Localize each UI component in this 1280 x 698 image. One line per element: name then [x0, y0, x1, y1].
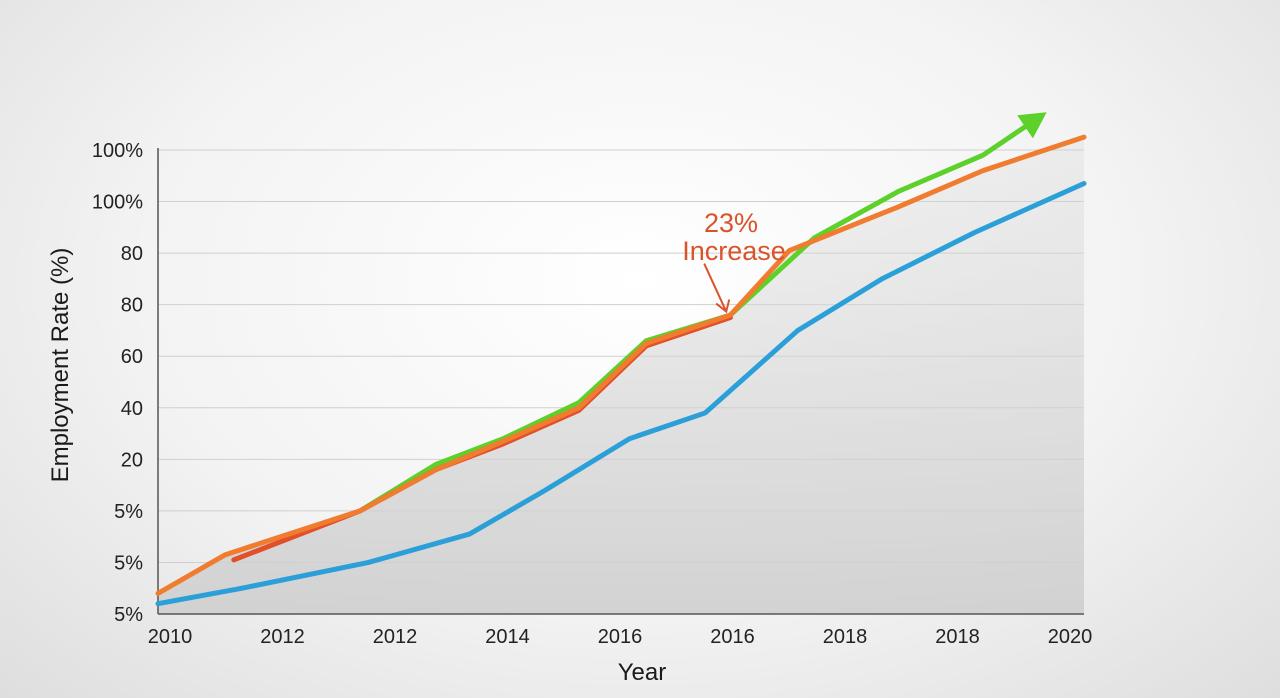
y-tick-label: 80 — [121, 295, 143, 317]
area-under-curve — [158, 115, 1084, 614]
x-tick-label: 2012 — [260, 626, 305, 648]
annotation-arrow-head-icon — [715, 299, 731, 314]
x-tick-labels: 2010 2012 2012 2014 2016 2016 2018 2018 2020 — [148, 626, 1093, 648]
series-lines — [155, 124, 1087, 607]
y-tick-label: 5% — [114, 501, 143, 523]
series-line-blue — [155, 181, 1087, 607]
x-axis-title: Year — [618, 659, 667, 686]
x-tick-label: 2018 — [935, 626, 980, 648]
annotation-arrow — [703, 263, 728, 312]
y-tick-label: 100% — [92, 192, 143, 214]
annotation-percent: 23% — [704, 208, 758, 238]
x-tick-label: 2014 — [485, 626, 530, 648]
y-tick-label: 20 — [121, 449, 143, 471]
x-tick-label: 2016 — [710, 626, 755, 648]
y-tick-label: 100% — [92, 140, 143, 162]
trend-arrow-head-icon — [1017, 112, 1047, 139]
y-tick-label: 40 — [121, 398, 143, 420]
trend-arrow — [1017, 112, 1047, 139]
increase-annotation: 23% Increase — [682, 208, 786, 314]
y-tick-label: 5% — [114, 604, 143, 626]
y-axis-title: Employment Rate (%) — [47, 248, 74, 483]
x-tick-label: 2012 — [373, 626, 418, 648]
y-tick-label: 5% — [114, 552, 143, 574]
grid-lines — [158, 149, 1084, 563]
x-tick-label: 2018 — [823, 626, 868, 648]
annotation-label: Increase — [682, 236, 786, 266]
series-line-orange — [155, 134, 1087, 596]
y-tick-label: 80 — [121, 243, 143, 265]
x-tick-label: 2016 — [598, 626, 643, 648]
y-tick-labels: 5% 5% 5% 20 40 60 80 80 100% 100% — [92, 140, 143, 626]
x-tick-label: 2010 — [148, 626, 193, 648]
x-tick-label: 2020 — [1048, 626, 1093, 648]
y-tick-label: 60 — [121, 346, 143, 368]
